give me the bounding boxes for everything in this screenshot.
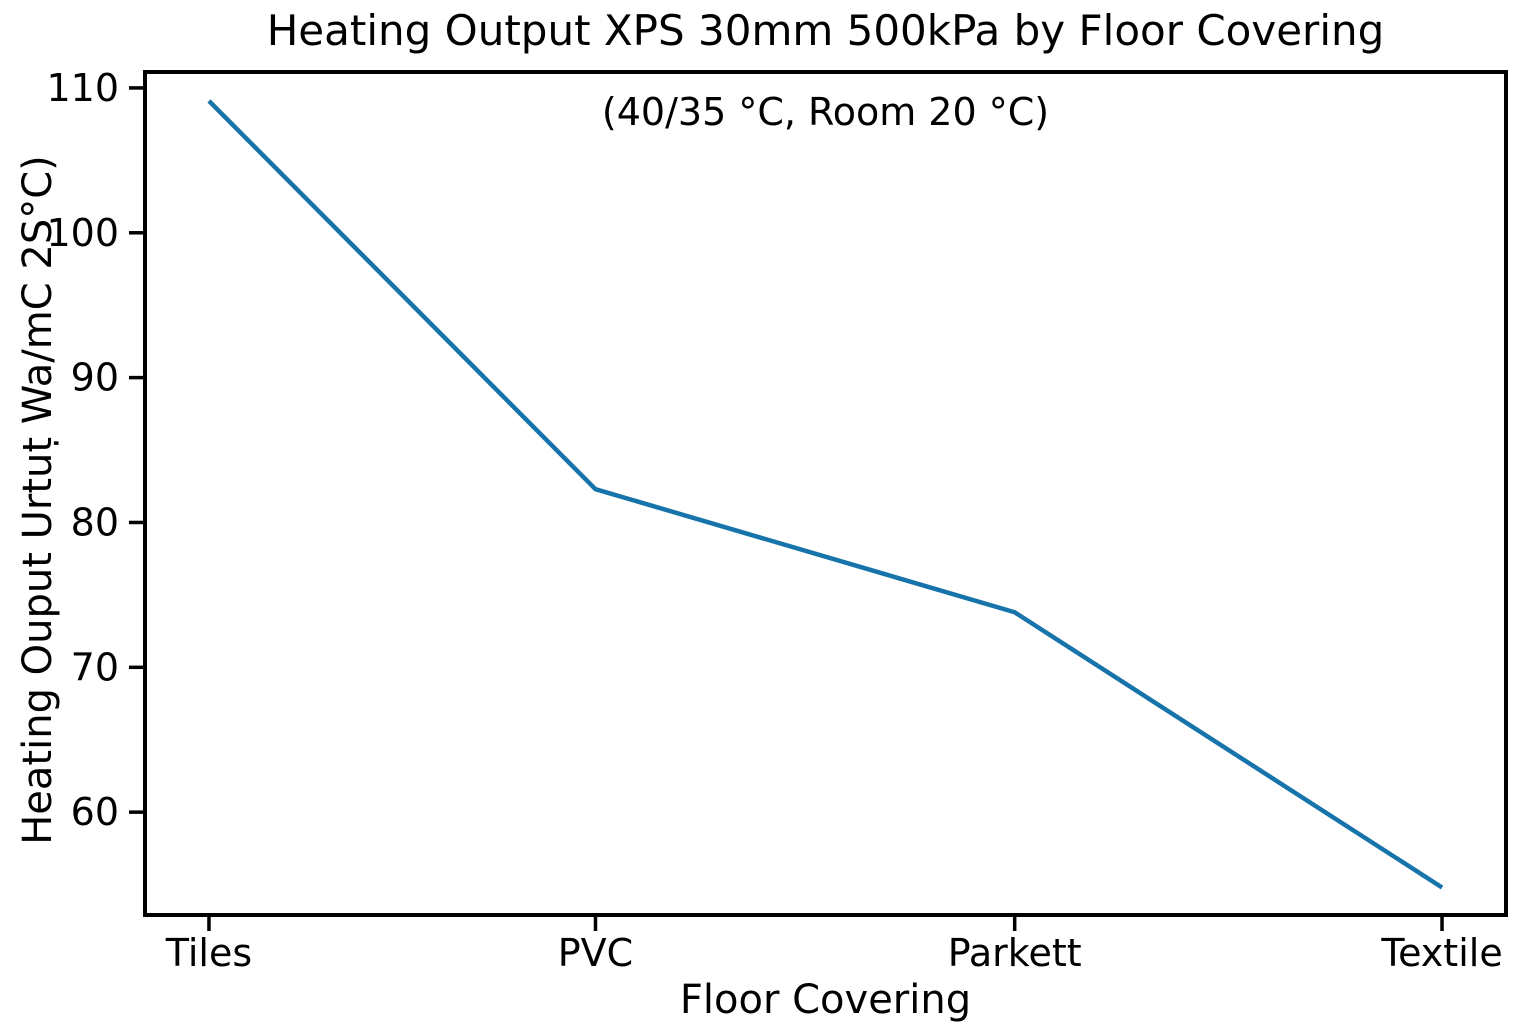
y-tick-label: 60 xyxy=(71,790,119,834)
data-line xyxy=(207,99,1444,890)
x-tick-label: Parkett xyxy=(948,931,1082,975)
y-tick-label: 70 xyxy=(71,645,119,689)
y-tick-label: 100 xyxy=(46,211,119,255)
x-tick-label: Tiles xyxy=(165,931,252,975)
x-tick-label: PVC xyxy=(558,931,633,975)
axes-spines xyxy=(143,70,1508,917)
chart-title: Heating Output XPS 30mm 500kPa by Floor … xyxy=(266,6,1385,55)
y-tick-label: 80 xyxy=(71,500,119,544)
x-axis-label: Floor Covering xyxy=(679,977,972,1023)
y-tick-label: 110 xyxy=(46,66,119,110)
y-tick-label: 90 xyxy=(71,356,119,400)
x-tick-label: Textile xyxy=(1380,931,1502,975)
chart-subtitle: (40/35 °C, Room 20 °C) xyxy=(601,90,1050,134)
